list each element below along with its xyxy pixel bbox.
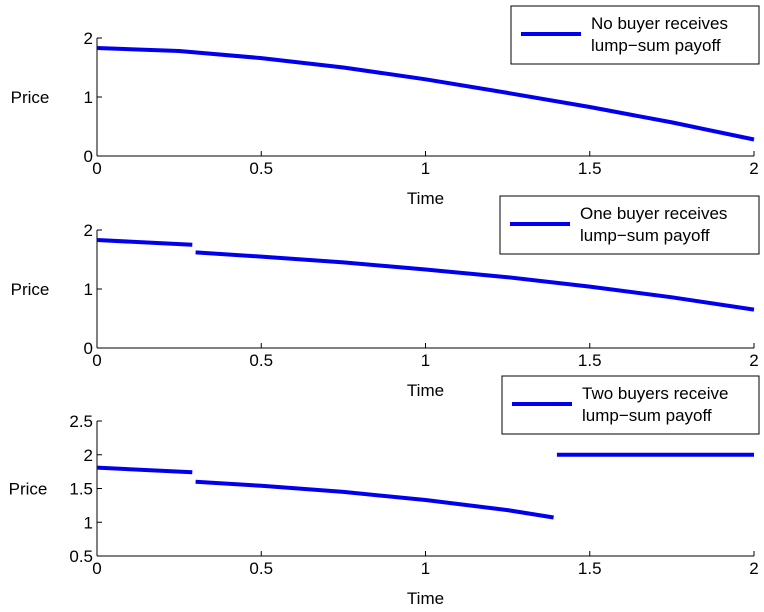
y-axis-label: Price — [11, 88, 50, 107]
legend-label: lump−sum payoff — [580, 226, 710, 245]
y-tick-label: 1 — [84, 280, 93, 299]
x-tick-label: 2 — [749, 351, 758, 370]
x-axis-label: Time — [407, 589, 444, 608]
x-axis-label: Time — [407, 381, 444, 400]
subplot-2: 0 0.5 1 1.5 2 0 1 2 Time Price One buyer receives l… — [11, 195, 760, 400]
x-tick-label: 1.5 — [578, 559, 602, 578]
y-tick-label: 2 — [84, 221, 93, 240]
legend-label: No buyer receives — [591, 14, 728, 33]
legend-label: One buyer receives — [580, 204, 727, 223]
x-tick-label: 1 — [421, 559, 430, 578]
series-line-segment — [96, 46, 755, 142]
y-axis-label: Price — [11, 280, 50, 299]
x-tick-label: 0 — [92, 351, 101, 370]
series-line-segment — [96, 465, 193, 475]
x-tick-label: 0 — [92, 159, 101, 178]
legend: One buyer receives lump−sum payoff — [499, 195, 760, 255]
series-line-segment — [195, 479, 554, 520]
y-tick-label: 2 — [84, 446, 93, 465]
series-line-segment — [96, 238, 193, 247]
y-tick-label: 0.5 — [69, 547, 93, 566]
legend: Two buyers receive lump−sum payoff — [501, 375, 760, 435]
legend: No buyer receives lump−sum payoff — [510, 5, 760, 65]
y-tick-label: 2.5 — [69, 412, 93, 431]
legend-label: Two buyers receive — [582, 384, 728, 403]
x-tick-label: 1.5 — [578, 159, 602, 178]
y-tick-label: 0 — [84, 339, 93, 358]
y-tick-label: 1.5 — [69, 480, 93, 499]
series-line-segment — [195, 250, 755, 312]
x-tick-label: 0 — [92, 559, 101, 578]
y-tick-label: 0 — [84, 147, 93, 166]
x-tick-label: 1 — [421, 159, 430, 178]
subplot-1: 0 0.5 1 1.5 2 0 1 2 Time Price No buyer receives lu… — [11, 5, 760, 208]
x-tick-label: 0.5 — [249, 559, 273, 578]
legend-label: lump−sum payoff — [591, 36, 721, 55]
y-tick-label: 1 — [84, 513, 93, 532]
x-tick-label: 2 — [749, 559, 758, 578]
y-axis-label: Price — [9, 480, 48, 499]
legend-label: lump−sum payoff — [582, 406, 712, 425]
y-tick-label: 1 — [84, 88, 93, 107]
x-tick-label: 1 — [421, 351, 430, 370]
x-tick-label: 0.5 — [249, 159, 273, 178]
x-tick-label: 1.5 — [578, 351, 602, 370]
y-tick-label: 2 — [84, 29, 93, 48]
x-tick-label: 0.5 — [249, 351, 273, 370]
x-axis-label: Time — [407, 189, 444, 208]
x-tick-label: 2 — [749, 159, 758, 178]
